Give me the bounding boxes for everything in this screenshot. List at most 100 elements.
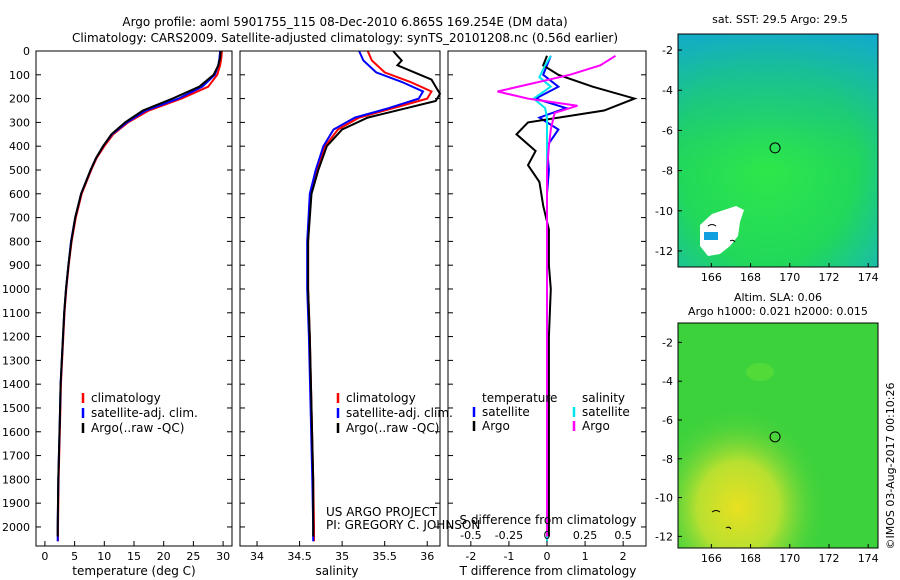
- difference-top-xlabel: S difference from climatology: [460, 513, 637, 527]
- map-xtick-label: 166: [701, 271, 722, 284]
- legend-label: climatology: [91, 391, 161, 405]
- map-ytick-label: -8: [662, 453, 673, 466]
- difference-panel: -2 -1 0 1 2 -0.5 -0.25 0 0.25 0.5 S difference f…: [447, 50, 647, 578]
- credit-project: US ARGO PROJECT: [326, 505, 438, 519]
- temperature-xtick-label: 0: [41, 550, 48, 563]
- legend-label: climatology: [346, 391, 416, 405]
- legend-label: Argo: [582, 419, 610, 433]
- salinity-diff-tick-label: 0.25: [573, 529, 598, 542]
- salinity-lines: [306, 50, 442, 542]
- map-xtick-label: 174: [858, 552, 879, 565]
- salinity-series-climatology: [307, 50, 433, 542]
- depth-tick-label: 800: [9, 235, 30, 248]
- sla-map-frame: [677, 322, 879, 549]
- difference-xtick-label: 1: [582, 550, 589, 563]
- depth-tick-label: 0: [23, 45, 30, 58]
- temperature-xtick-label: 25: [186, 550, 200, 563]
- temperature-xtick-label: 10: [97, 550, 111, 563]
- sla-map: Altim. SLA: 0.06 Argo h1000: 0.021 h2000…: [655, 291, 879, 565]
- map-xtick-label: 174: [858, 271, 879, 284]
- credit-pi: PI: GREGORY C. JOHNSON: [326, 518, 480, 532]
- map-xtick-label: 170: [779, 271, 800, 284]
- depth-tick-label: 300: [9, 116, 30, 129]
- title-line-2: Climatology: CARS2009. Satellite-adjuste…: [72, 31, 618, 45]
- temperature-panel: 0100200300400500600700800900100011001200…: [2, 45, 233, 578]
- depth-tick-label: 1300: [2, 354, 30, 367]
- temperature-xtick-label: 20: [157, 550, 171, 563]
- salinity-diff-tick-label: 0.5: [614, 529, 632, 542]
- map-ytick-label: -12: [655, 245, 673, 258]
- map-ytick-label: -2: [662, 336, 673, 349]
- temperature-series-climatology: [57, 50, 223, 542]
- difference-xtick-label: 0: [544, 550, 551, 563]
- title-line-1: Argo profile: aoml 5901755_115 08-Dec-20…: [122, 15, 567, 29]
- salinity-panel: 34 34.5 35 35.5 36 salinity climatologysatel…: [239, 50, 480, 578]
- depth-tick-label: 1200: [2, 331, 30, 344]
- sst-cool-patch: [704, 232, 718, 240]
- depth-tick-label: 1900: [2, 497, 30, 510]
- legend-label: satellite: [482, 405, 530, 419]
- sla-island-2: [725, 526, 732, 530]
- map-xtick-label: 172: [818, 552, 839, 565]
- temperature-series-argo-raw-qc-: [56, 50, 222, 537]
- map-xtick-label: 166: [701, 552, 722, 565]
- depth-tick-label: 1600: [2, 426, 30, 439]
- depth-tick-label: 1000: [2, 283, 30, 296]
- difference-lines: [497, 54, 638, 542]
- depth-tick-label: 2000: [2, 521, 30, 534]
- salinity-diff-tick-label: 0: [544, 529, 551, 542]
- difference-xtick-label: 2: [620, 550, 627, 563]
- depth-tick-label: 500: [9, 164, 30, 177]
- salinity-xtick-label: 35.5: [372, 550, 397, 563]
- sla-map-title-2: Argo h1000: 0.021 h2000: 0.015: [688, 305, 868, 318]
- salinity-series-argo-raw-qc-: [307, 50, 442, 537]
- sst-map: sat. SST: 29.5 Argo: 29.5 166 168 170 172 17…: [655, 13, 879, 284]
- salinity-diff-tick-label: -0.25: [495, 529, 523, 542]
- difference-legend: temperature salinitysatelliteArgosatellit…: [472, 391, 630, 433]
- legend-temperature-header: temperature: [482, 391, 557, 405]
- map-xtick-label: 172: [818, 271, 839, 284]
- map-ytick-label: -8: [662, 165, 673, 178]
- salinity-xtick-label: 36: [420, 550, 434, 563]
- legend-label: Argo: [482, 419, 510, 433]
- imos-credit: ©IMOS 03-Aug-2017 00:10:26: [884, 383, 897, 550]
- salinity-xtick-label: 35: [335, 550, 349, 563]
- sla-blob: [746, 363, 774, 381]
- map-ytick-label: -12: [655, 530, 673, 543]
- depth-tick-label: 1100: [2, 307, 30, 320]
- difference-xlabel: T difference from climatology: [459, 564, 637, 578]
- map-xtick-label: 170: [779, 552, 800, 565]
- salinity-xtick-label: 34.5: [287, 550, 312, 563]
- sst-island-2: [729, 239, 736, 243]
- depth-tick-label: 1400: [2, 378, 30, 391]
- sst-map-title: sat. SST: 29.5 Argo: 29.5: [712, 13, 848, 26]
- temperature-series-satellite-adj-clim-: [56, 50, 222, 542]
- difference-series-t-argo: [515, 55, 638, 537]
- temperature-x-axis: 0 5 10 15 20 25 30: [36, 50, 232, 563]
- temperature-xtick-label: 30: [216, 550, 230, 563]
- map-ytick-label: -4: [662, 375, 673, 388]
- difference-xtick-label: -2: [465, 550, 476, 563]
- temperature-xtick-label: 5: [71, 550, 78, 563]
- depth-tick-label: 400: [9, 140, 30, 153]
- depth-tick-label: 900: [9, 259, 30, 272]
- salinity-diff-tick-label: -0.5: [460, 529, 481, 542]
- depth-tick-label: 600: [9, 188, 30, 201]
- legend-label: satellite: [582, 405, 630, 419]
- legend-salinity-header: salinity: [582, 391, 625, 405]
- salinity-series-satellite-adj-clim-: [306, 50, 425, 542]
- depth-axis: 0 100 200 300 400 500 600 700 800 900 1000 1100 1200…: [2, 45, 30, 534]
- salinity-xtick-label: 34: [250, 550, 264, 563]
- legend-label: satellite-adj. clim.: [346, 406, 453, 420]
- depth-tick-label: 1500: [2, 402, 30, 415]
- map-ytick-label: -4: [662, 84, 673, 97]
- temperature-xlabel: temperature (deg C): [72, 564, 195, 578]
- temperature-xtick-label: 15: [127, 550, 141, 563]
- difference-top-axis: -0.5 -0.25 0 0.25 0.5: [460, 529, 632, 542]
- map-ytick-label: -10: [655, 205, 673, 218]
- temperature-lines: [56, 50, 223, 542]
- sst-argo-marker: [769, 142, 781, 154]
- depth-tick-label: 700: [9, 212, 30, 225]
